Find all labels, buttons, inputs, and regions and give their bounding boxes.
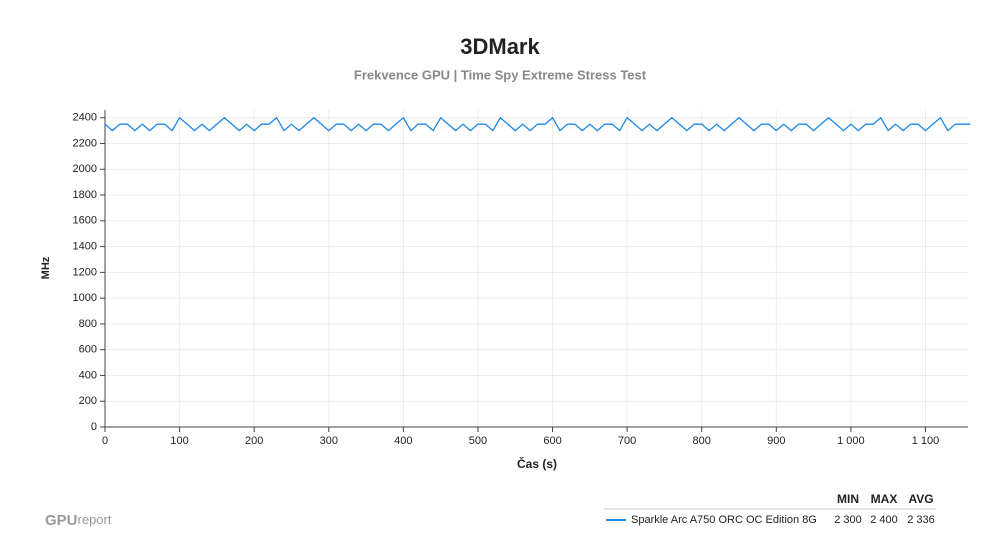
y-tick-label: 0 — [91, 421, 97, 433]
y-axis-label: MHz — [40, 256, 52, 279]
brand: GPUreport — [45, 512, 112, 529]
legend-header: MAX — [871, 492, 898, 506]
x-tick-label: 900 — [767, 435, 785, 447]
y-tick-label: 200 — [79, 395, 97, 407]
legend-label: Sparkle Arc A750 ORC OC Edition 8G — [631, 514, 817, 526]
y-tick-label: 2400 — [73, 112, 97, 124]
legend-header: AVG — [908, 492, 933, 506]
x-tick-label: 200 — [245, 435, 263, 447]
y-tick-label: 400 — [79, 369, 97, 381]
y-tick-label: 1400 — [73, 240, 97, 252]
x-tick-label: 0 — [102, 435, 108, 447]
y-tick-label: 2000 — [73, 163, 97, 175]
y-tick-label: 1200 — [73, 266, 97, 278]
chart-title: 3DMark — [460, 34, 540, 59]
x-tick-label: 1 000 — [837, 435, 865, 447]
x-tick-label: 800 — [693, 435, 711, 447]
line — [104, 116, 971, 132]
legend-stat: 2 300 — [834, 514, 862, 526]
y-tick-label: 1000 — [73, 292, 97, 304]
x-axis-label: Čas (s) — [517, 456, 557, 471]
x-tick-label: 300 — [320, 435, 338, 447]
chart-subtitle: Frekvence GPU | Time Spy Extreme Stress … — [354, 67, 647, 82]
y-tick-label: 600 — [79, 344, 97, 356]
x-tick-label: 700 — [618, 435, 636, 447]
legend-header: MIN — [837, 492, 859, 506]
y-tick-label: 800 — [79, 318, 97, 330]
x-tick-label: 600 — [543, 435, 561, 447]
y-tick-label: 1800 — [73, 189, 97, 201]
x-tick-label: 1 100 — [912, 435, 940, 447]
legend-stat: 2 400 — [870, 514, 898, 526]
legend-stat: 2 336 — [907, 514, 935, 526]
x-tick-label: 500 — [469, 435, 487, 447]
y-tick-label: 2200 — [73, 137, 97, 149]
brand-bold: GPU — [45, 512, 78, 529]
x-tick-label: 400 — [394, 435, 412, 447]
x-tick-label: 100 — [170, 435, 188, 447]
y-tick-label: 1600 — [73, 215, 97, 227]
brand-light: report — [78, 512, 112, 527]
